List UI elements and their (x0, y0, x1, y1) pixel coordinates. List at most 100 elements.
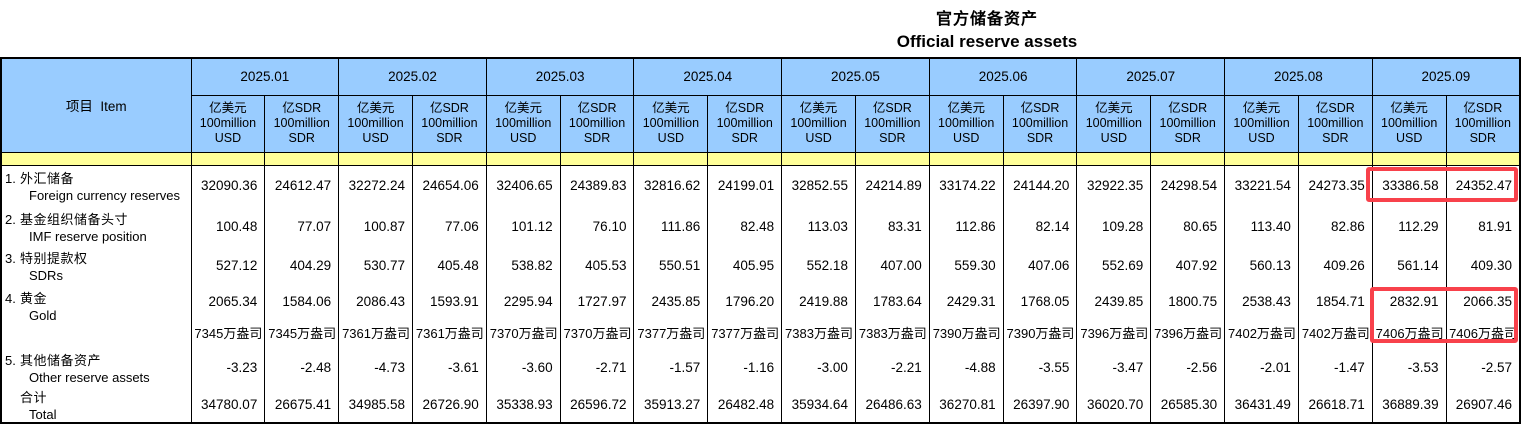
value-cell: 24298.54 (1150, 165, 1226, 206)
value-cell: -3.47 (1076, 347, 1152, 387)
value-cell: 76.10 (559, 206, 635, 246)
unit-header-sdr: 亿SDR 100million SDR (1297, 94, 1373, 153)
month-header-cell: 2025.03 (485, 57, 635, 96)
value-cell: 26482.48 (707, 387, 783, 423)
value-cell: 1783.64 (854, 285, 930, 318)
value-cell: 2065.34 (190, 285, 266, 318)
month-header-cell: 2025.06 (928, 57, 1078, 96)
value-cell: -3.23 (190, 347, 266, 387)
value-cell: 409.30 (1445, 246, 1521, 285)
value-cell: 35934.64 (781, 387, 856, 423)
unit-header-usd: 亿美元 100million USD (190, 94, 266, 153)
value-cell: 7402万盎司 (1224, 318, 1299, 347)
month-header-cell: 2025.04 (633, 57, 783, 96)
value-cell: 7370万盎司 (485, 318, 561, 347)
value-cell: -2.71 (559, 347, 635, 387)
month-header-cell: 2025.09 (1371, 57, 1521, 96)
value-cell: -4.88 (928, 347, 1004, 387)
value-cell: 26675.41 (264, 387, 340, 423)
value-cell: 26618.71 (1297, 387, 1373, 423)
band-cell (0, 151, 192, 166)
row-label-en: Gold (29, 308, 57, 323)
value-cell: 7370万盎司 (559, 318, 635, 347)
value-cell: -2.48 (264, 347, 340, 387)
value-cell: 100.48 (190, 206, 266, 246)
value-cell: 82.86 (1297, 206, 1373, 246)
table-row: 3. 特别提款权 SDRs 527.12 404.29 530.77 405.48 538.8… (0, 246, 1521, 285)
band-cell (781, 151, 856, 166)
month-header-row: 项目 Item 2025.01 2025.02 2025.03 2025.04 … (0, 57, 1521, 153)
value-cell: 1593.91 (411, 285, 487, 318)
value-cell: 1584.06 (264, 285, 340, 318)
value-cell: 26585.30 (1150, 387, 1226, 423)
row-label-zh: 合计 (20, 390, 48, 405)
value-cell: 24214.89 (854, 165, 930, 206)
value-cell: 7390万盎司 (928, 318, 1004, 347)
unit-header-sdr: 亿SDR 100million SDR (1445, 94, 1521, 153)
value-cell: 26596.72 (559, 387, 635, 423)
row-label: 4. 黄金 Gold (0, 285, 192, 347)
value-cell: 36431.49 (1224, 387, 1299, 423)
table-row: 4. 黄金 Gold 2065.34 1584.06 2086.43 1593.91 2295… (0, 285, 1521, 347)
value-cell: 80.65 (1150, 206, 1226, 246)
value-cell: 81.91 (1445, 206, 1521, 246)
value-cell: 112.29 (1371, 206, 1447, 246)
value-cell: 32816.62 (633, 165, 709, 206)
table-row: 1. 外汇储备 Foreign currency reserves 32090.36 2… (0, 165, 1521, 206)
month-header-cell: 2025.07 (1076, 57, 1226, 96)
official-reserve-assets-table: 项目 Item 2025.01 2025.02 2025.03 2025.04 … (0, 57, 1521, 424)
value-cell: 2538.43 (1224, 285, 1299, 318)
value-cell: 407.06 (1002, 246, 1078, 285)
unit-header-row: 亿美元 100million USD 亿SDR 100million SDR 亿美元… (1, 94, 1521, 153)
unit-header-sdr: 亿SDR 100million SDR (264, 94, 340, 153)
unit-header-usd: 亿美元 100million USD (485, 94, 561, 153)
month-header-cell: 2025.02 (338, 57, 487, 96)
separator-band-row (0, 151, 1521, 166)
band-cell (633, 151, 709, 166)
value-cell: 405.95 (707, 246, 783, 285)
row-label-zh: 特别提款权 (20, 251, 88, 266)
band-cell (928, 151, 1004, 166)
value-cell: 2439.85 (1076, 285, 1152, 318)
value-cell: 36889.39 (1371, 387, 1447, 423)
unit-header-usd: 亿美元 100million USD (1224, 94, 1299, 153)
unit-header-usd: 亿美元 100million USD (1371, 94, 1447, 153)
value-cell: 7345万盎司 (190, 318, 266, 347)
value-cell: 7396万盎司 (1150, 318, 1226, 347)
value-cell: -1.16 (707, 347, 783, 387)
value-cell: 24199.01 (707, 165, 783, 206)
unit-header-usd: 亿美元 100million USD (928, 94, 1004, 153)
unit-header-sdr: 亿SDR 100million SDR (707, 94, 783, 153)
row-label-zh: 黄金 (20, 291, 48, 306)
band-cell (338, 151, 413, 166)
band-cell (1297, 151, 1373, 166)
value-cell: 36270.81 (928, 387, 1004, 423)
table-row: 7345万盎司 7345万盎司 7361万盎司 7361万盎司 7370万盎司 7370万… (1, 318, 1521, 347)
value-cell: 7396万盎司 (1076, 318, 1152, 347)
value-cell: 407.00 (854, 246, 930, 285)
value-cell: 112.86 (928, 206, 1004, 246)
row-label-en: Other reserve assets (29, 369, 150, 385)
title-english: Official reserve assets (896, 32, 1078, 51)
row-label: 5. 其他储备资产 Other reserve assets (0, 347, 192, 387)
value-cell: 77.06 (411, 206, 487, 246)
value-cell: 113.40 (1224, 206, 1299, 246)
row-label: 合计 Total (0, 387, 192, 423)
row-number: 2. (5, 211, 16, 227)
value-cell: 527.12 (190, 246, 266, 285)
value-cell: 24144.20 (1002, 165, 1078, 206)
value-cell: 32922.35 (1076, 165, 1152, 206)
value-cell: 109.28 (1076, 206, 1152, 246)
row-number: 3. (5, 251, 16, 266)
value-cell: 2429.31 (928, 285, 1004, 318)
value-cell: 35338.93 (485, 387, 561, 423)
value-cell: 2435.85 (633, 285, 709, 318)
value-cell: -3.55 (1002, 347, 1078, 387)
value-cell: 26907.46 (1445, 387, 1521, 423)
value-cell: 101.12 (485, 206, 561, 246)
value-cell: 405.53 (559, 246, 635, 285)
value-cell: 26397.90 (1002, 387, 1078, 423)
value-cell: 538.82 (485, 246, 561, 285)
value-cell: 26726.90 (411, 387, 487, 423)
